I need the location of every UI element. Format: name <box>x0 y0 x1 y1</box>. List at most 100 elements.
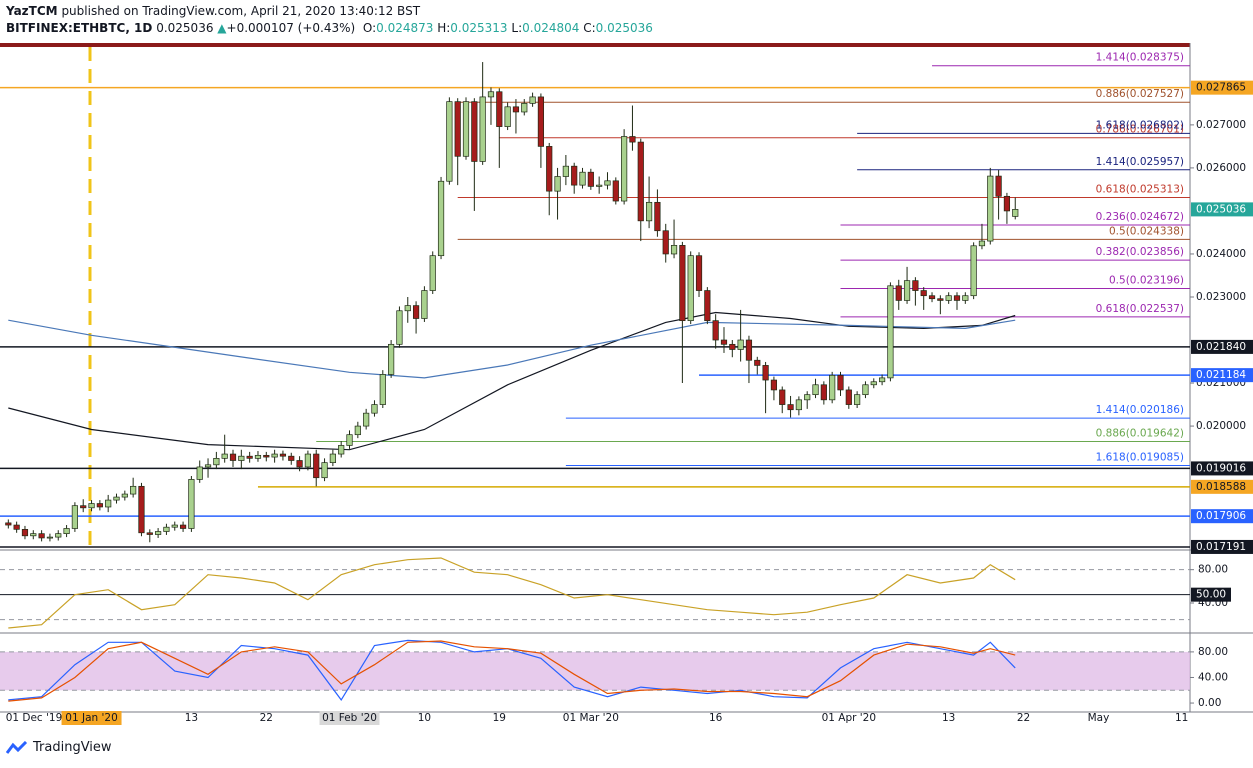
candle-body <box>729 343 736 350</box>
candle-body <box>288 455 295 461</box>
close-label: C: <box>583 21 596 35</box>
price-tag <box>1191 368 1253 383</box>
candle-body <box>621 136 628 202</box>
candle-body <box>829 374 836 401</box>
candle-body <box>346 434 353 446</box>
candle-body <box>1003 195 1011 212</box>
candle-body <box>837 374 844 391</box>
candle-body <box>504 106 511 127</box>
candle-body <box>537 96 545 147</box>
candle-body <box>321 462 328 479</box>
brand: TradingView <box>33 740 112 755</box>
candle-body <box>5 522 12 526</box>
candle-body <box>88 503 95 509</box>
footer: TradingView <box>6 740 112 755</box>
price-tag-label: 0.025036 <box>1196 203 1246 215</box>
y-tick-label: 0.023000 <box>1196 291 1246 303</box>
candle-body <box>579 171 586 186</box>
low-value: 0.024804 <box>522 21 580 35</box>
candle-body <box>21 528 29 537</box>
fib-label: 0.5(0.023196) <box>1109 275 1184 287</box>
indicator-line <box>8 557 1016 629</box>
low-label: L: <box>511 21 523 35</box>
candle-body <box>720 339 728 345</box>
x-tick-label: May <box>1088 712 1110 724</box>
price-tag <box>1191 461 1253 476</box>
moving-average <box>8 311 1016 451</box>
candle-body <box>63 528 70 534</box>
fib-label: 0.618(0.022537) <box>1096 303 1184 315</box>
candle-body <box>105 499 112 508</box>
value-tag-label: 50.00 <box>1196 589 1226 601</box>
y-tick-label: 80.00 <box>1198 646 1228 658</box>
candle-body <box>745 339 753 361</box>
candle-body <box>604 180 611 186</box>
candle-body <box>13 524 20 530</box>
candle-body <box>962 295 969 301</box>
candle-body <box>571 165 578 186</box>
candle-body <box>804 394 811 401</box>
candle-body <box>229 453 237 461</box>
candle-body <box>446 101 453 182</box>
candle-body <box>130 485 137 495</box>
candle-body <box>454 101 461 157</box>
candle-body <box>412 305 420 319</box>
symbol: BITFINEX:ETHBTC, 1D <box>6 21 153 35</box>
published: published on TradingView.com, April 21, … <box>61 4 421 18</box>
x-tick-label: 11 <box>1175 712 1188 724</box>
price-tag-label: 0.019016 <box>1196 462 1246 474</box>
candle-body <box>363 412 370 427</box>
indicator-line <box>8 639 1016 701</box>
candle-body <box>171 524 178 528</box>
candle-body <box>645 201 653 222</box>
open-label: O: <box>362 21 377 35</box>
candle-body <box>762 365 769 381</box>
x-tick-label: 13 <box>942 712 955 724</box>
candle-body <box>787 404 794 411</box>
candle-body <box>163 526 170 532</box>
indicator-line <box>8 640 1016 702</box>
candle-body <box>845 389 852 405</box>
candle-body <box>795 399 802 411</box>
candle-body <box>71 505 78 529</box>
candle-body <box>313 453 320 479</box>
candle-body <box>188 479 195 529</box>
fib-label: 0.886(0.027527) <box>1096 88 1184 100</box>
x-tick-label: 01 Dec '19 <box>6 712 63 724</box>
candle-body <box>546 146 553 192</box>
candle-body <box>263 454 270 458</box>
candle-body <box>204 464 212 468</box>
x-tick-label: 13 <box>185 712 198 724</box>
high-value: 0.025313 <box>450 21 508 35</box>
candle-body <box>379 374 386 405</box>
price-tag-label: 0.021184 <box>1196 369 1246 381</box>
candle-body <box>704 290 711 322</box>
candle-body <box>138 485 145 534</box>
candle-body <box>879 377 886 383</box>
x-tick-label: 22 <box>260 712 273 724</box>
candle-body <box>96 503 103 508</box>
candle-body <box>238 455 245 461</box>
y-tick-label: 80.00 <box>1198 564 1228 576</box>
candle-body <box>687 255 694 322</box>
moving-average <box>8 319 1016 379</box>
candle-body <box>338 445 345 455</box>
last-price: 0.025036 <box>156 21 214 35</box>
candle-body <box>629 136 636 143</box>
logo <box>6 740 28 754</box>
fib-label: 0.382(0.023856) <box>1096 246 1184 258</box>
candle-body <box>554 176 561 192</box>
fib-label: 0.886(0.019642) <box>1096 427 1184 439</box>
candle-body <box>246 455 253 459</box>
candle-body <box>995 175 1002 197</box>
fib-label: 0.618(0.025313) <box>1096 183 1184 195</box>
candle-body <box>737 339 744 350</box>
candle-body <box>820 384 827 401</box>
fib-label: 1.414(0.028375) <box>1096 52 1184 64</box>
candle-body <box>213 457 220 466</box>
candle-body <box>437 180 445 257</box>
candle-body <box>978 240 986 247</box>
candle-body <box>912 280 919 291</box>
candle-body <box>970 245 977 297</box>
candle-body <box>396 310 403 345</box>
